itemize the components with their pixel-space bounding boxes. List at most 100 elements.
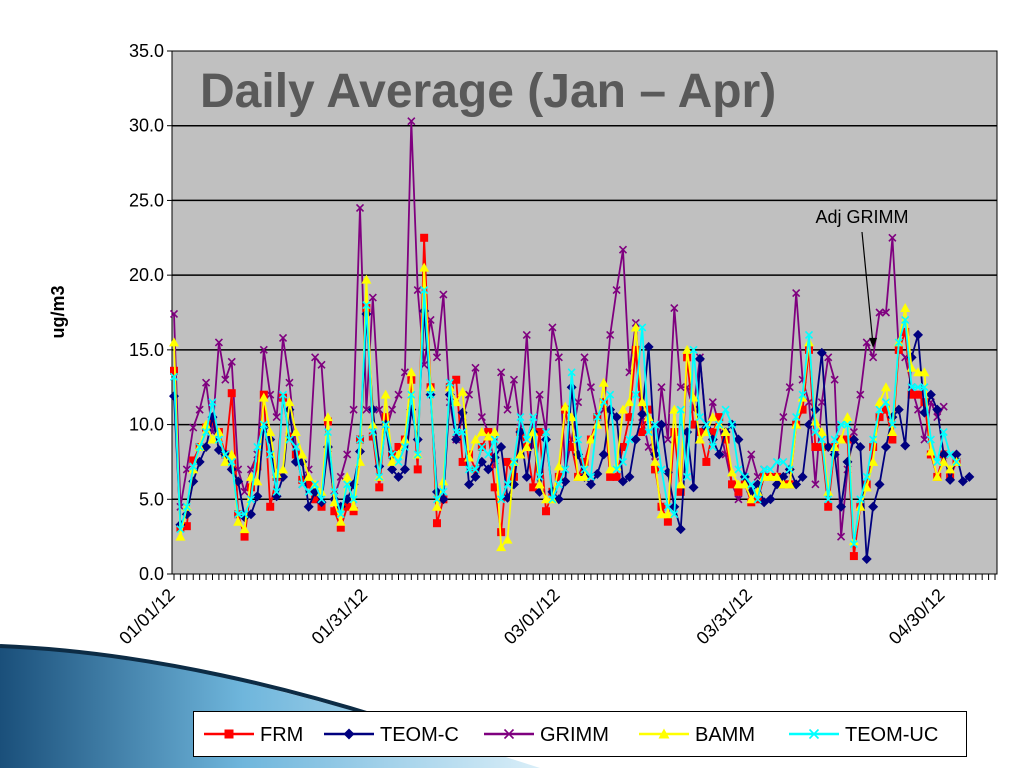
data-point [682, 344, 693, 354]
x-tick-label: 03/31/12 [692, 585, 756, 649]
data-point [240, 487, 249, 496]
data-point [176, 525, 185, 534]
data-point [675, 479, 686, 489]
data-point [272, 413, 281, 422]
data-point [612, 465, 621, 474]
data-point [951, 449, 962, 460]
data-point [182, 522, 191, 531]
data-point [753, 495, 762, 504]
data-point [663, 435, 672, 444]
data-point [888, 435, 897, 444]
data-point [195, 405, 204, 414]
data-point [252, 476, 263, 486]
data-point [343, 480, 352, 489]
data-point [290, 427, 301, 437]
data-point [311, 495, 320, 504]
data-point [503, 457, 512, 466]
data-point [432, 353, 442, 362]
data-point [694, 434, 705, 444]
data-point [509, 457, 519, 466]
data-point [246, 495, 256, 504]
data-point [727, 467, 738, 477]
data-point [919, 367, 930, 377]
data-point [580, 465, 589, 474]
data-point [400, 442, 409, 452]
annotation-label: Adj GRIMM [815, 207, 908, 227]
data-point [779, 413, 788, 422]
legend-label: TEOM-C [380, 724, 459, 746]
data-point [445, 378, 454, 387]
data-point [658, 728, 670, 739]
data-point [638, 428, 647, 437]
data-point [598, 377, 609, 387]
legend-label: FRM [260, 724, 303, 746]
data-point [836, 532, 846, 541]
data-point [676, 487, 685, 496]
data-point [266, 502, 275, 511]
data-point [880, 382, 891, 392]
data-point [303, 501, 314, 512]
data-point [630, 322, 641, 332]
data-point [849, 552, 858, 561]
data-point [476, 456, 487, 467]
data-point [617, 404, 628, 414]
data-point [343, 502, 352, 511]
data-point [938, 456, 949, 466]
data-point [202, 427, 211, 437]
data-point [452, 375, 461, 384]
data-point [407, 117, 416, 126]
data-point [913, 329, 924, 340]
data-point [240, 532, 249, 541]
data-point [855, 501, 866, 511]
data-point [227, 357, 236, 366]
data-point [855, 441, 866, 452]
x-tick-label: 04/30/12 [885, 585, 949, 649]
data-point [497, 495, 506, 504]
data-point [259, 420, 268, 429]
data-point [869, 435, 878, 444]
data-point [213, 427, 224, 437]
data-point [278, 333, 288, 342]
x-axis: 01/01/12 01/31/12 03/01/12 03/31/12 04/30/12 [115, 574, 996, 649]
data-point [420, 286, 429, 295]
y-tick-label: 30.0 [129, 116, 164, 136]
data-point [624, 471, 635, 482]
data-point [657, 383, 666, 392]
x-tick-label: 01/31/12 [308, 585, 372, 649]
data-point [503, 405, 512, 414]
data-point [875, 405, 884, 414]
data-point [689, 345, 698, 354]
data-point [387, 456, 398, 466]
data-point [182, 465, 191, 474]
data-point [503, 728, 515, 740]
data-point [259, 345, 268, 354]
data-point [426, 390, 435, 399]
data-point [875, 308, 884, 317]
data-point [599, 398, 608, 407]
y-tick-label: 5.0 [139, 489, 164, 509]
data-point [316, 497, 327, 508]
data-point [733, 479, 744, 489]
data-point [606, 330, 615, 339]
data-point [720, 427, 731, 437]
data-point [676, 383, 685, 392]
data-point [656, 509, 667, 519]
data-point [702, 420, 711, 429]
data-point [836, 420, 846, 429]
annotation-arrowhead [869, 337, 878, 348]
data-point [830, 375, 839, 384]
data-point [784, 479, 795, 489]
data-point [541, 494, 552, 504]
data-point [548, 495, 557, 504]
data-point [964, 471, 975, 482]
data-point [458, 427, 467, 437]
data-point [957, 476, 968, 487]
data-point [592, 468, 603, 479]
data-point [388, 405, 397, 414]
chart-title: Daily Average (Jan – Apr) [200, 65, 776, 118]
data-point [497, 368, 506, 377]
data-point [522, 435, 531, 444]
data-point [618, 442, 627, 451]
data-point [836, 501, 847, 512]
